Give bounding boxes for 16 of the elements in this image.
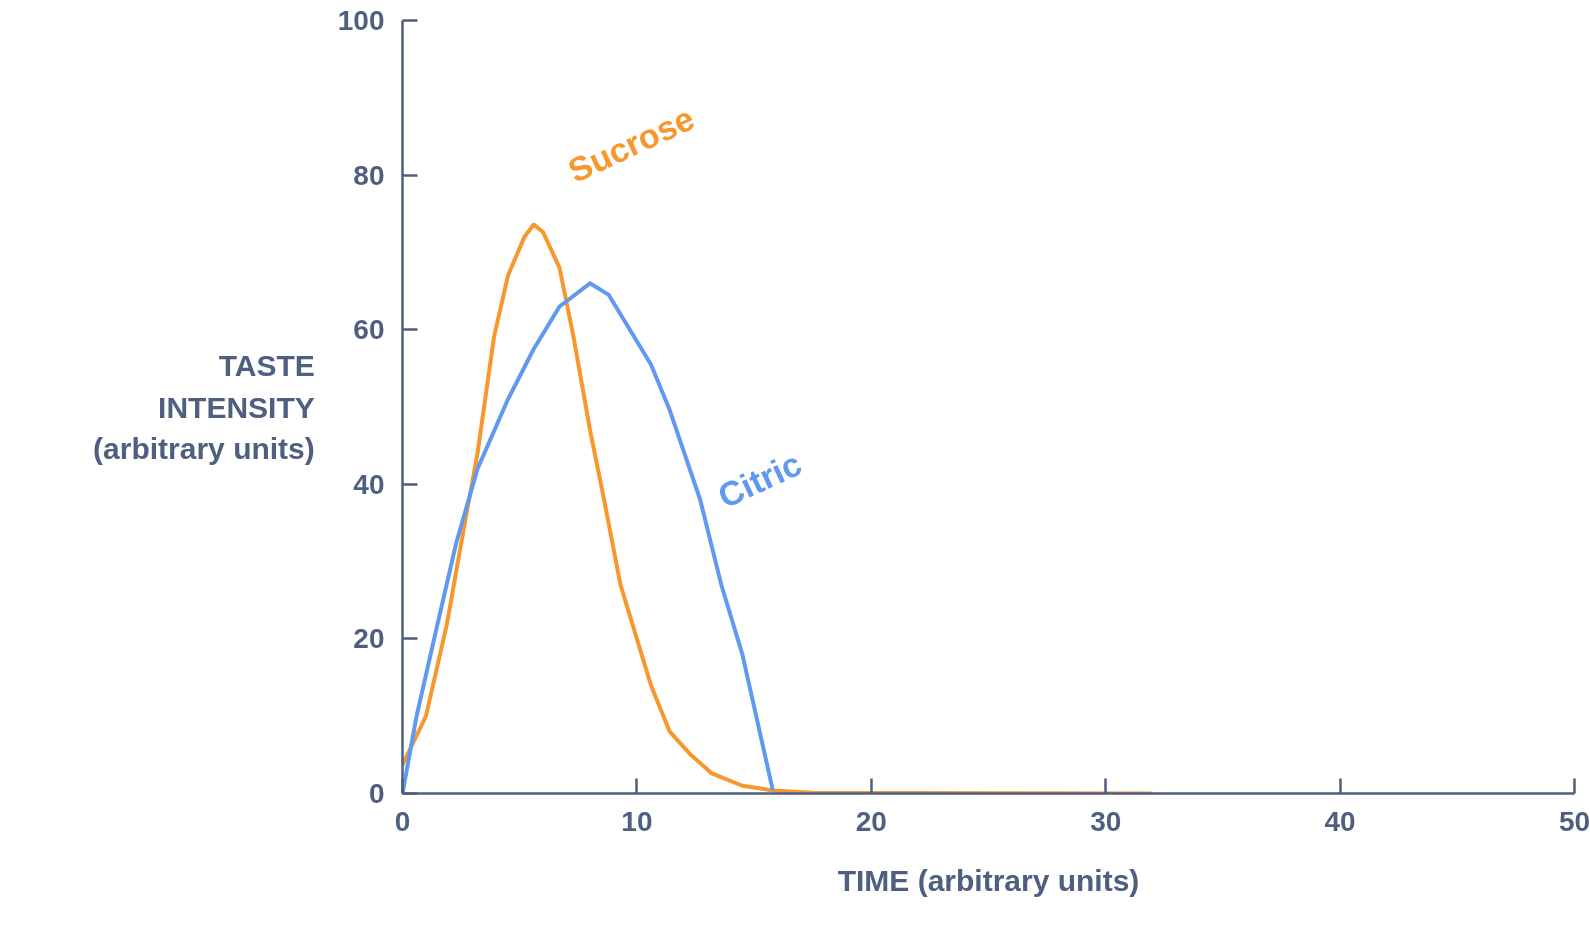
x-tick-label: 20 [855,805,887,837]
text: Citric [712,444,808,516]
y-tick-label: 100 [337,5,385,36]
x-axis-title: TIME (arbitrary units) [837,863,1140,897]
y-tick-label: 80 [353,159,385,191]
y-tick-label: 20 [353,623,385,655]
y-tick-label: 40 [353,468,385,500]
line-series [402,222,1155,794]
x-tick-label: 30 [1090,805,1122,837]
x-tick-label: 0 [394,805,411,837]
x-tick-label: 40 [1324,805,1356,837]
y-tick-label: 60 [353,314,385,346]
y-tick-label: 0 [368,778,385,809]
x-tick-label: 50 [1558,805,1590,837]
x-tick-label: 10 [621,805,653,837]
y-axis-title: TASTE INTENSITY (arbitrary units) [93,349,315,465]
